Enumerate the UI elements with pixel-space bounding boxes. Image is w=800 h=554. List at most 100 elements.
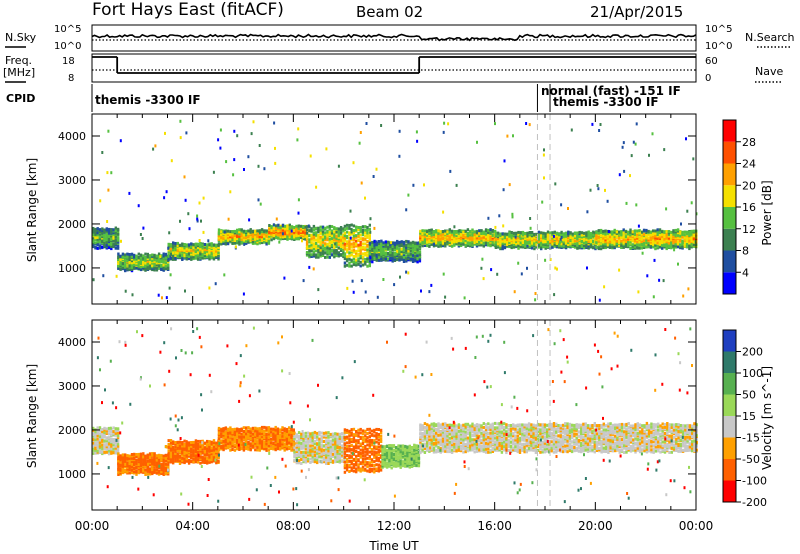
range-cell: [260, 228, 264, 232]
range-cell: [345, 223, 349, 227]
range-cell: [185, 254, 188, 257]
range-cell: [348, 251, 351, 255]
range-cell: [96, 228, 99, 232]
range-cell: [652, 245, 655, 249]
range-cell: [107, 246, 111, 250]
range-cell: [411, 243, 415, 246]
range-cell: [512, 231, 516, 235]
range-cell: [162, 254, 165, 258]
range-cell: [185, 453, 188, 457]
range-cell: [254, 237, 257, 240]
range-cell: [361, 233, 365, 237]
range-cell: [484, 235, 488, 238]
range-cell: [375, 248, 378, 251]
range-cell: [116, 244, 120, 248]
range-cell: [317, 233, 320, 237]
range-cell: [267, 241, 271, 245]
range-cell: [181, 453, 184, 457]
range-cell: [380, 241, 383, 245]
range-cell: [201, 455, 204, 459]
range-cell: [164, 458, 168, 462]
range-cell: [466, 228, 470, 232]
range-cell: [185, 243, 188, 247]
range-cell: [432, 233, 436, 236]
range-cell: [350, 232, 353, 236]
range-cell: [226, 236, 230, 240]
range-cell: [199, 442, 202, 446]
scatter-cell: [364, 290, 367, 294]
scatter-cell: [567, 207, 569, 210]
range-cell: [110, 440, 113, 443]
range-cell: [437, 241, 440, 244]
range-cell: [275, 235, 278, 239]
scatter-cell: [352, 161, 355, 165]
range-cell: [164, 266, 168, 270]
range-cell: [288, 223, 291, 227]
range-cell: [535, 232, 538, 236]
range-cell: [622, 234, 625, 238]
range-cell: [592, 246, 595, 250]
range-cell: [426, 240, 429, 244]
range-cell: [96, 233, 99, 237]
range-cell: [366, 235, 369, 239]
scatter-cell: [677, 262, 679, 266]
range-cell: [119, 467, 122, 471]
range-cell: [670, 233, 673, 237]
range-cell: [430, 242, 433, 246]
range-cell: [361, 242, 365, 246]
range-cell: [286, 224, 289, 228]
range-cell: [337, 251, 340, 255]
range-cell: [368, 223, 371, 227]
range-cell: [305, 228, 309, 232]
range-cell: [319, 228, 322, 232]
range-cell: [199, 447, 202, 451]
range-cell: [618, 240, 621, 244]
range-cell: [222, 441, 225, 445]
range-cell: [319, 252, 322, 256]
range-cell: [240, 228, 243, 232]
range-cell: [587, 244, 590, 248]
range-cell: [396, 252, 399, 256]
range-cell: [402, 246, 406, 250]
range-cell: [690, 242, 693, 246]
range-cell: [286, 229, 289, 233]
scatter-cell: [359, 131, 362, 134]
range-cell: [112, 228, 115, 232]
range-cell: [196, 460, 200, 464]
range-cell: [339, 226, 343, 229]
range-cell: [663, 237, 666, 241]
range-cell: [652, 235, 655, 239]
range-cell: [419, 236, 422, 240]
range-cell: [160, 457, 163, 461]
range-cell: [366, 248, 369, 252]
range-cell: [203, 457, 207, 461]
range-cell: [130, 252, 134, 256]
range-cell: [155, 454, 159, 458]
range-cell: [526, 231, 529, 235]
scatter-cell: [169, 254, 172, 258]
range-cell: [319, 254, 322, 258]
range-cell: [423, 240, 427, 244]
range-cell: [560, 244, 563, 248]
range-cell: [139, 253, 143, 257]
range-cell: [148, 458, 152, 462]
range-cell: [364, 242, 367, 246]
range-cell: [564, 239, 568, 243]
range-cell: [478, 231, 481, 235]
range-cell: [284, 236, 287, 240]
range-cell: [167, 449, 170, 453]
range-cell: [382, 250, 385, 254]
range-cell: [528, 233, 531, 237]
range-cell: [692, 229, 696, 233]
range-cell: [260, 230, 264, 233]
range-cell: [105, 429, 108, 433]
range-cell: [613, 242, 616, 246]
range-cell: [94, 435, 97, 439]
range-cell: [642, 228, 646, 232]
range-cell: [124, 265, 127, 269]
range-cell: [670, 244, 673, 247]
range-cell: [92, 243, 95, 247]
range-cell: [112, 238, 115, 242]
range-cell: [101, 245, 104, 249]
range-cell: [293, 234, 296, 237]
